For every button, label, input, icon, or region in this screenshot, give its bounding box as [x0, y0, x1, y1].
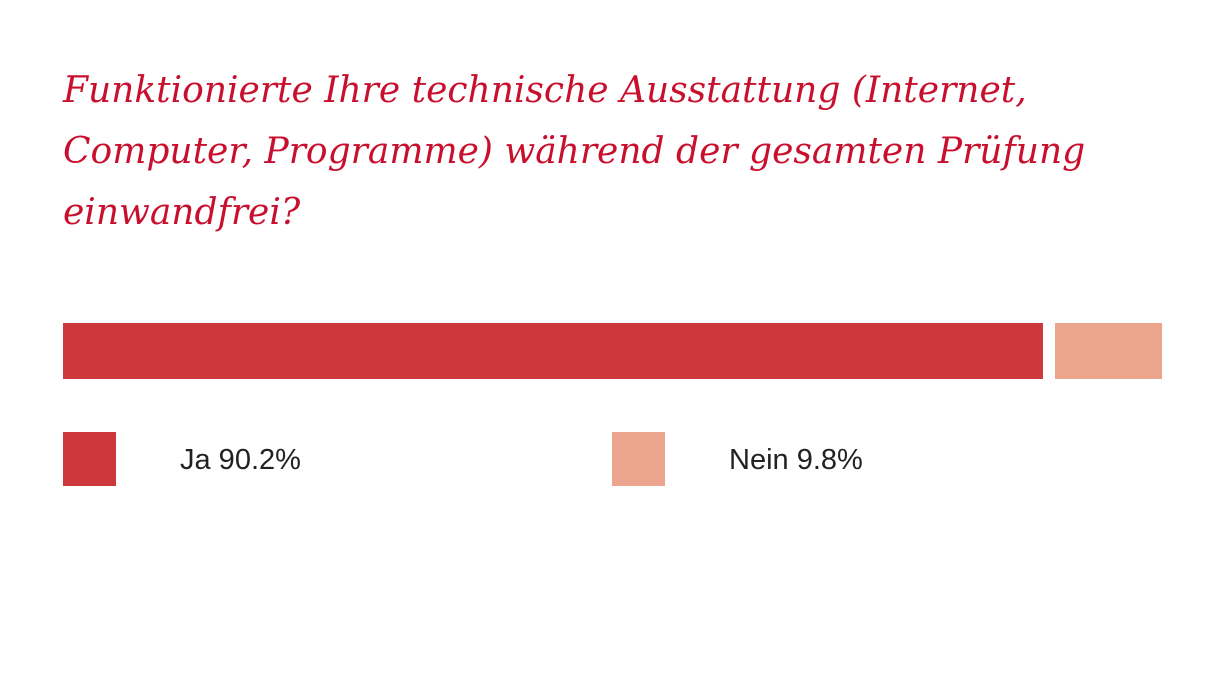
legend: Ja 90.2% Nein 9.8%: [63, 432, 1162, 486]
chart-title: Funktionierte Ihre technische Ausstattun…: [63, 70, 1086, 233]
legend-label-ja: Ja 90.2%: [180, 444, 301, 476]
bar-segment-nein: [1055, 323, 1162, 379]
legend-swatch-nein: [612, 432, 665, 486]
legend-swatch-ja: [63, 432, 116, 486]
bar-segment-ja: [63, 323, 1043, 379]
legend-label-nein: Nein 9.8%: [729, 444, 863, 476]
stacked-bar: [63, 323, 1162, 379]
